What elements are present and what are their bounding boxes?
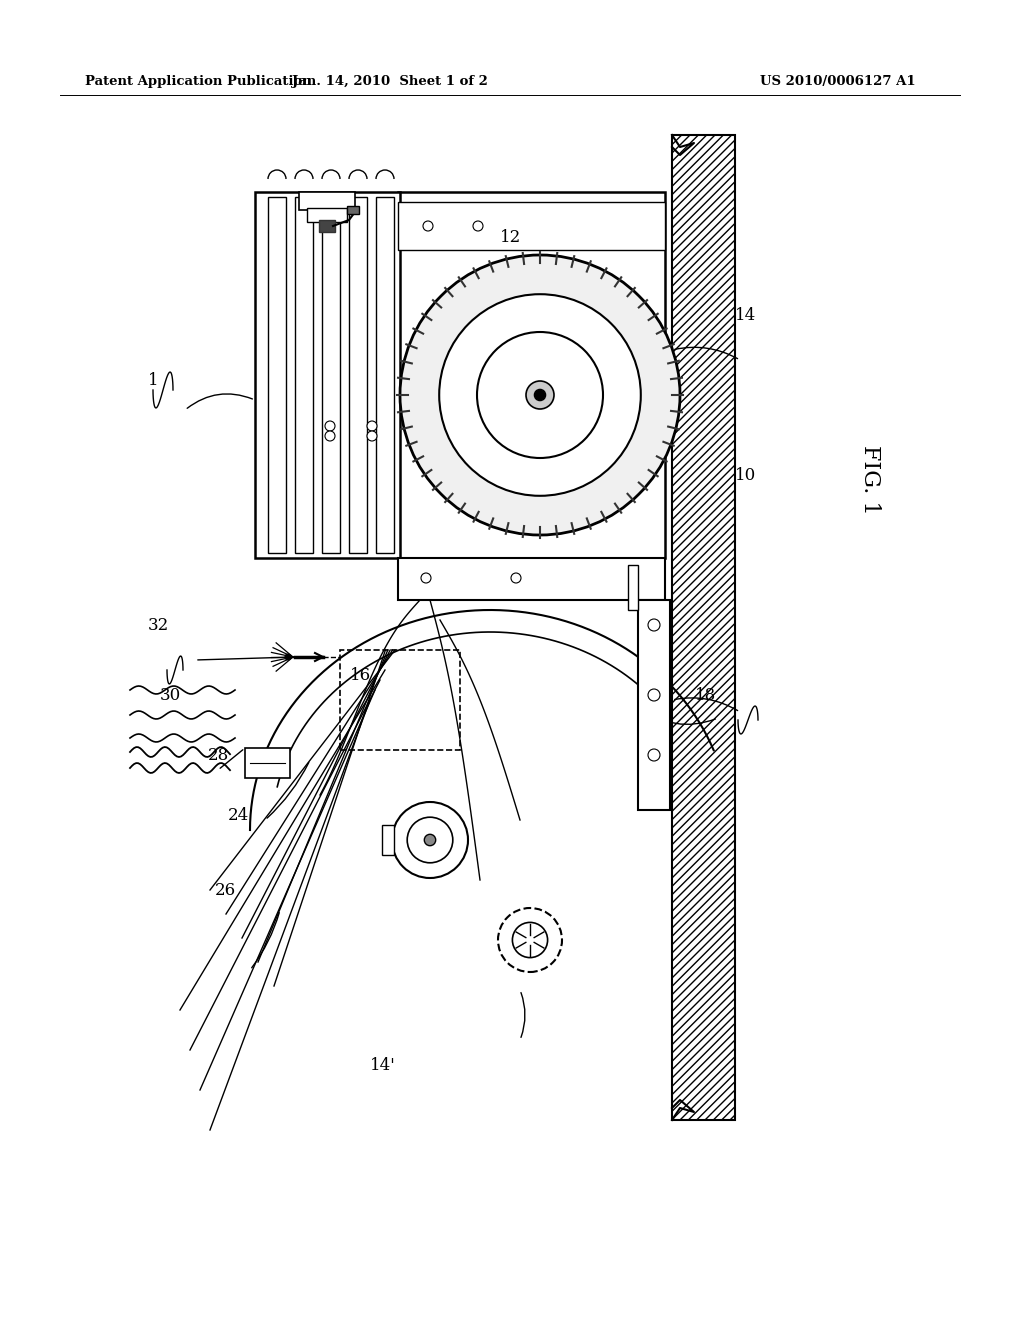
- Text: 12: 12: [500, 228, 521, 246]
- Text: 16: 16: [350, 667, 371, 684]
- Circle shape: [421, 573, 431, 583]
- Bar: [299, 191, 355, 210]
- Circle shape: [400, 255, 680, 535]
- Text: 14: 14: [735, 308, 757, 323]
- Circle shape: [648, 689, 660, 701]
- Circle shape: [408, 817, 453, 863]
- Circle shape: [473, 220, 483, 231]
- Circle shape: [439, 294, 641, 496]
- Circle shape: [526, 381, 554, 409]
- Bar: [268, 197, 286, 553]
- Bar: [398, 558, 665, 601]
- Bar: [340, 649, 460, 750]
- Text: 14': 14': [370, 1057, 395, 1074]
- Text: 24: 24: [228, 807, 249, 824]
- Text: 32: 32: [148, 616, 169, 634]
- Bar: [672, 135, 735, 1119]
- Bar: [307, 209, 347, 222]
- Text: 18: 18: [695, 686, 716, 704]
- Bar: [347, 206, 359, 214]
- Bar: [255, 191, 400, 558]
- Circle shape: [477, 333, 603, 458]
- Circle shape: [367, 432, 377, 441]
- Circle shape: [367, 421, 377, 432]
- Circle shape: [325, 432, 335, 441]
- Text: FIG. 1: FIG. 1: [859, 445, 881, 515]
- Bar: [628, 565, 638, 610]
- Circle shape: [648, 748, 660, 762]
- Bar: [398, 202, 665, 249]
- Text: 10: 10: [735, 467, 757, 484]
- Text: 30: 30: [160, 686, 181, 704]
- Circle shape: [285, 653, 291, 660]
- Bar: [382, 825, 394, 855]
- Bar: [349, 197, 367, 553]
- Text: US 2010/0006127 A1: US 2010/0006127 A1: [760, 75, 915, 88]
- Text: Patent Application Publication: Patent Application Publication: [85, 75, 311, 88]
- Bar: [295, 197, 313, 553]
- Text: Jan. 14, 2010  Sheet 1 of 2: Jan. 14, 2010 Sheet 1 of 2: [292, 75, 488, 88]
- Bar: [319, 220, 335, 232]
- Circle shape: [535, 389, 546, 400]
- Circle shape: [498, 908, 562, 972]
- Bar: [638, 601, 670, 810]
- Bar: [376, 197, 394, 553]
- Circle shape: [648, 619, 660, 631]
- Bar: [245, 748, 290, 777]
- Bar: [322, 197, 340, 553]
- Circle shape: [325, 421, 335, 432]
- Circle shape: [511, 573, 521, 583]
- Circle shape: [423, 220, 433, 231]
- Text: 1: 1: [148, 372, 159, 389]
- Bar: [398, 191, 665, 558]
- Circle shape: [512, 923, 548, 957]
- Text: 28: 28: [208, 747, 229, 764]
- Text: 26: 26: [215, 882, 237, 899]
- Circle shape: [424, 834, 435, 846]
- Circle shape: [392, 803, 468, 878]
